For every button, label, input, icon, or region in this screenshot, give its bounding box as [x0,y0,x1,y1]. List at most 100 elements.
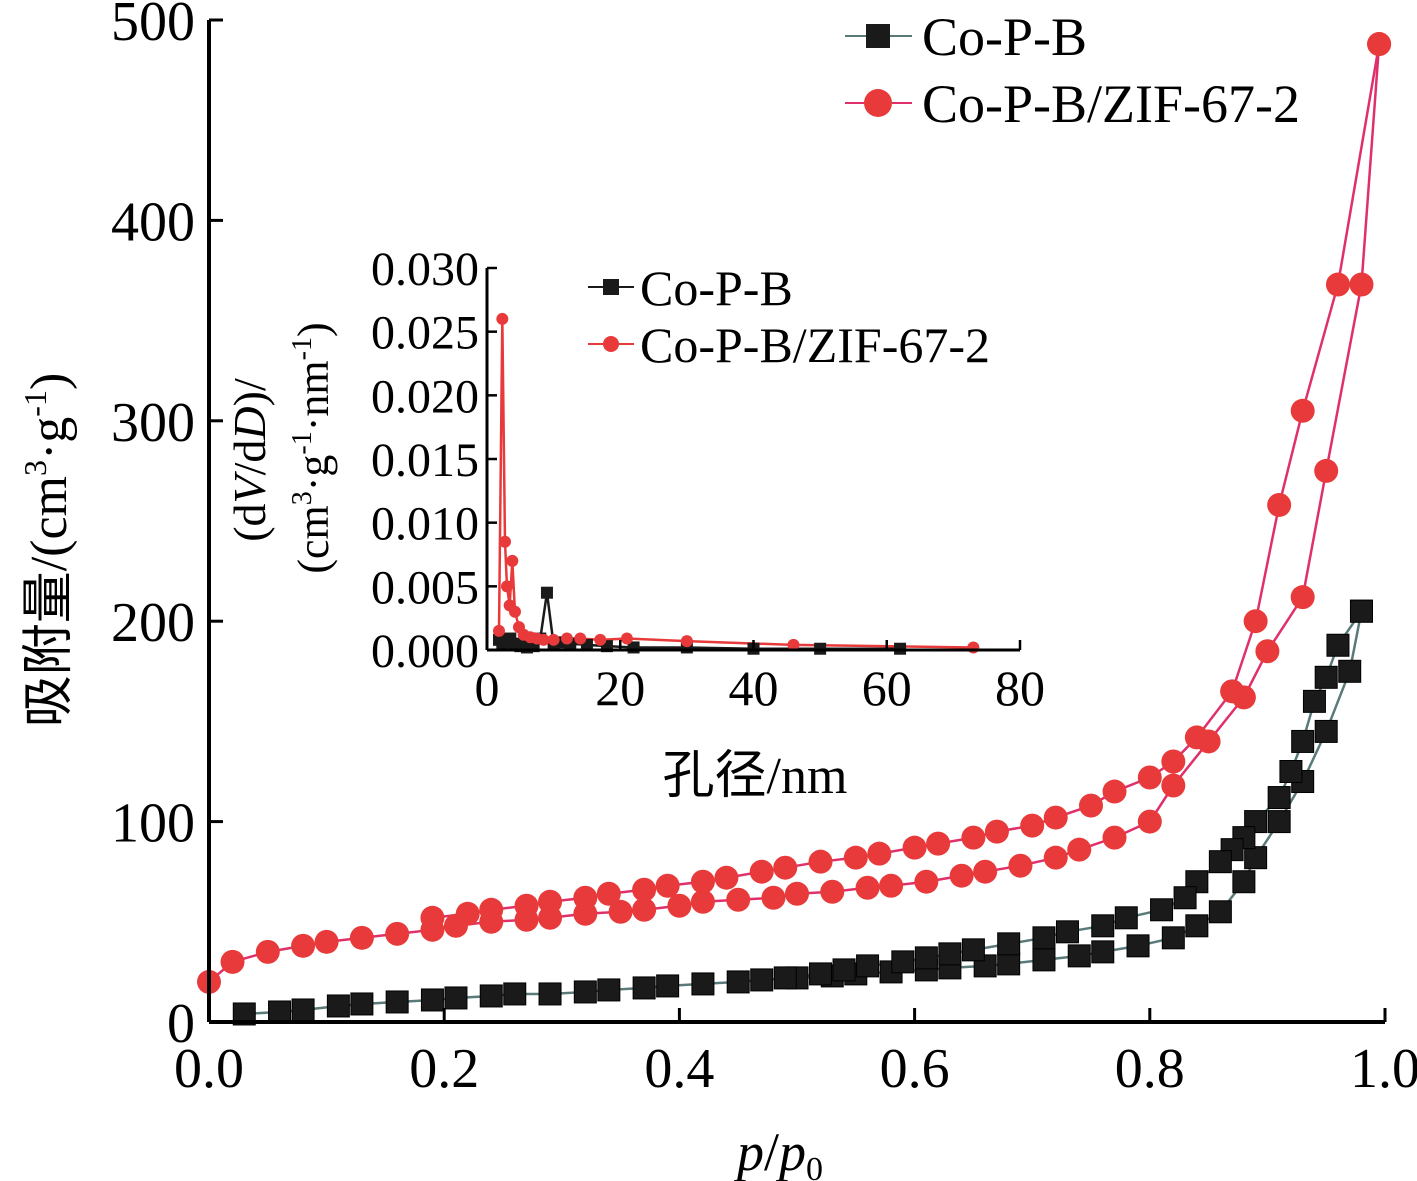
inset-y1-suffix: )/ [224,378,275,406]
point-co-p-b-adsorption [1338,659,1362,683]
point-co-p-b-desorption [1267,786,1291,810]
point-co-p-b-adsorption [385,990,409,1014]
point-co-p-b-zif-67-2-desorption [714,865,739,890]
point-co-p-b-desorption [1291,729,1315,753]
y-label-sup1: 3 [17,460,53,476]
point-co-p-b-zif-67-2-desorption [479,897,504,922]
inset-y-tick-label: 0.030 [371,243,479,296]
point-co-p-b-adsorption [997,952,1021,976]
point-co-p-b-zif-67-2-desorption [1243,609,1268,634]
inset-x-axis-label: 孔径/nm [663,748,848,805]
point-co-p-b-adsorption [726,970,750,994]
inset-x-tick-label: 80 [995,660,1045,716]
inset-point-co-p-b-zif-67-2 [560,632,573,645]
point-co-p-b-zif-67-2-desorption [573,885,598,910]
point-co-p-b-zif-67-2-desorption [538,889,563,914]
point-co-p-b-adsorption [1208,900,1232,924]
point-co-p-b-zif-67-2-adsorption [291,933,316,958]
point-co-p-b-zif-67-2-desorption [420,905,445,930]
point-co-p-b-adsorption [1314,719,1338,743]
point-co-p-b-adsorption [326,994,350,1018]
point-co-p-b-zif-67-2-desorption [1220,679,1245,704]
point-co-p-b-adsorption [232,1002,256,1026]
point-co-p-b-zif-67-2-adsorption [314,929,339,954]
legend-marker-co-p-b [866,24,890,48]
point-co-p-b-desorption [1349,599,1373,623]
legend-label-co-p-b-zif: Co-P-B/ZIF-67-2 [922,74,1300,134]
point-co-p-b-zif-67-2-adsorption [349,925,374,950]
point-co-p-b-adsorption [268,1000,292,1024]
point-co-p-b-zif-67-2-desorption [867,841,892,866]
main-series-markers [197,32,1392,1026]
point-co-p-b-desorption [938,942,962,966]
inset-point-co-p-b-zif-67-2 [508,605,521,618]
point-co-p-b-zif-67-2-adsorption [690,889,715,914]
point-co-p-b-zif-67-2-adsorption [1043,845,1068,870]
point-co-p-b-zif-67-2-adsorption [1314,458,1339,483]
point-co-p-b-desorption [832,958,856,982]
point-co-p-b-desorption [1114,906,1138,930]
point-co-p-b-zif-67-2-adsorption [726,887,751,912]
point-co-p-b-adsorption [444,986,468,1010]
main-y-tick-label: 100 [111,793,195,855]
point-co-p-b-zif-67-2-desorption [1367,32,1392,57]
main-x-ticks: 0.0 0.2 0.4 0.6 0.8 1.0 [174,1008,1417,1100]
inset-legend-label-co-p-b: Co-P-B [640,260,793,316]
inset-point-co-p-b-zif-67-2 [787,638,800,651]
inset-point-co-p-b-zif-67-2 [506,554,519,567]
inset-y1-d: D [224,406,275,440]
inset-chart: 0 20 40 60 80 0.000 0.005 0.010 0.015 0.020 0.025… [224,243,1045,805]
inset-x-tick-label: 40 [729,660,779,716]
point-co-p-b-desorption [1208,850,1232,874]
point-co-p-b-zif-67-2-desorption [1161,749,1186,774]
inset-y-tick-label: 0.010 [371,498,479,551]
point-co-p-b-zif-67-2-desorption [1184,725,1209,750]
point-co-p-b-zif-67-2-adsorption [1161,773,1186,798]
x-label-p0: p [775,1122,806,1181]
inset-point-co-p-b-zif-67-2 [500,580,513,593]
point-co-p-b-adsorption [479,984,503,1008]
point-co-p-b-desorption [856,954,880,978]
y-label-prefix: 吸附量/(cm [21,476,78,727]
inset-point-co-p-b-zif-67-2 [498,535,511,548]
point-co-p-b-adsorption [1267,810,1291,834]
point-co-p-b-zif-67-2-adsorption [1290,585,1315,610]
point-co-p-b-desorption [1302,689,1326,713]
main-x-tick-label: 0.2 [409,1038,479,1100]
point-co-p-b-adsorption [1244,846,1268,870]
point-co-p-b-zif-67-2-adsorption [785,881,809,906]
inset-point-co-p-b-zif-67-2 [496,312,509,325]
inset-legend-label-co-p-b-zif: Co-P-B/ZIF-67-2 [640,317,990,373]
point-co-p-b-zif-67-2-adsorption [385,921,410,946]
point-co-p-b-zif-67-2-desorption [1267,492,1292,517]
point-co-p-b-desorption [1279,760,1303,783]
point-co-p-b-adsorption [538,982,562,1006]
y-label-sup2: -1 [17,390,53,417]
point-co-p-b-zif-67-2-adsorption [220,949,245,974]
inset-point-co-p-b-zif-67-2 [620,632,633,645]
point-co-p-b-zif-67-2-desorption [655,873,680,898]
main-x-axis-label: p/p0 [733,1122,823,1181]
x-label-sub: 0 [806,1151,823,1181]
point-co-p-b-zif-67-2-desorption [596,881,621,906]
point-co-p-b-zif-67-2-desorption [1020,813,1045,838]
main-x-tick-label: 0.0 [174,1038,244,1100]
main-x-tick-label: 0.8 [1115,1038,1185,1100]
point-co-p-b-adsorption [1091,940,1115,964]
inset-x-tick-label: 20 [595,660,645,716]
point-co-p-b-zif-67-2-adsorption [949,863,974,888]
point-co-p-b-zif-67-2-desorption [1325,272,1350,297]
point-co-p-b-adsorption [691,972,715,996]
point-co-p-b-zif-67-2-adsorption [820,879,845,904]
point-co-p-b-adsorption [750,968,774,992]
point-co-p-b-zif-67-2-adsorption [667,893,692,918]
point-co-p-b-zif-67-2-adsorption [1255,639,1280,664]
point-co-p-b-zif-67-2-desorption [514,893,539,918]
point-co-p-b-zif-67-2-desorption [1290,398,1315,423]
point-co-p-b-zif-67-2-desorption [961,825,986,850]
inset-point-co-p-b-zif-67-2 [680,635,693,648]
inset-point-co-p-b-zif-67-2 [547,633,560,646]
inset-series-markers [492,312,980,655]
inset-y-tick-label: 0.005 [371,561,479,614]
